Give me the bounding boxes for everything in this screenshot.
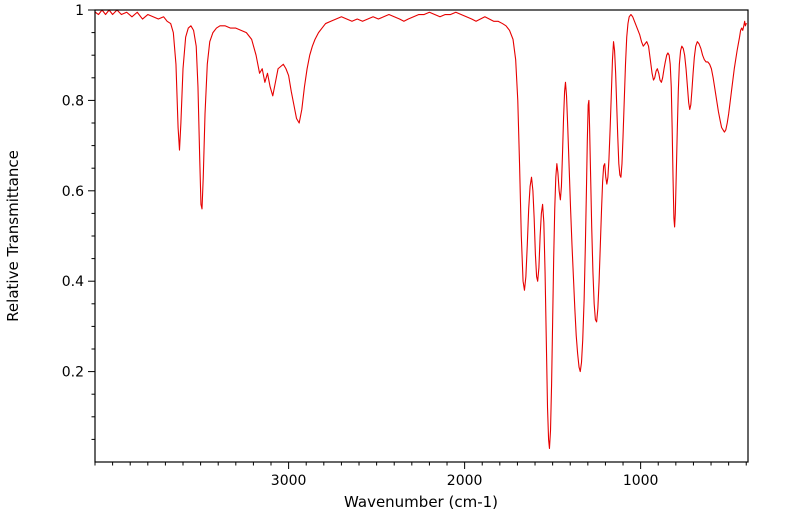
y-tick-label: 0.8 — [62, 93, 84, 109]
plot-area — [95, 10, 748, 462]
y-tick-label: 0.2 — [62, 365, 84, 381]
x-tick-label: 3000 — [271, 473, 307, 489]
spectrum-line — [94, 9, 747, 449]
plot-frame — [94, 9, 749, 463]
y-tick-label: 0.6 — [62, 184, 84, 200]
y-axis-title: Relative Transmittance — [4, 150, 22, 322]
x-tick-label: 2000 — [447, 473, 483, 489]
y-tick-label: 1 — [75, 3, 84, 19]
x-axis-title: Wavenumber (cm-1) — [344, 493, 498, 511]
x-tick-label: 1000 — [623, 473, 659, 489]
y-tick-label: 0.4 — [62, 274, 84, 290]
axis-tick-labels: 3000 2000 1000 0.2 0.4 0.6 0.8 1 — [62, 3, 659, 489]
